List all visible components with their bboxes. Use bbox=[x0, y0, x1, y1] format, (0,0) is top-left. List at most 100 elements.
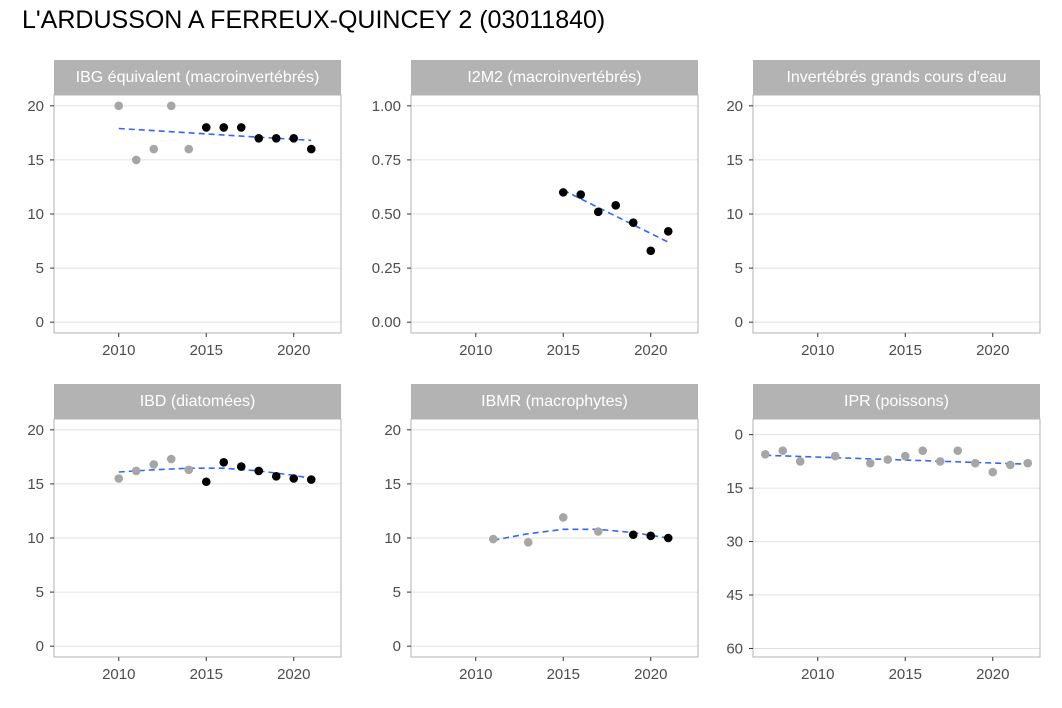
facet-strip bbox=[411, 60, 698, 95]
data-point-recent bbox=[306, 475, 316, 484]
y-tick-label: 0 bbox=[735, 314, 743, 331]
y-tick-label: 5 bbox=[36, 584, 44, 601]
y-tick-label: 5 bbox=[36, 260, 44, 277]
y-tick-label: 60 bbox=[726, 640, 743, 657]
data-point-recent bbox=[289, 133, 299, 143]
data-point-earlier bbox=[114, 474, 124, 483]
data-point-recent bbox=[663, 533, 673, 543]
data-point-earlier bbox=[988, 467, 998, 477]
x-tick-label: 2010 bbox=[801, 666, 834, 683]
data-point-recent bbox=[611, 201, 621, 210]
data-point-earlier bbox=[1005, 460, 1015, 470]
data-point-recent bbox=[236, 462, 246, 471]
y-tick-label: 20 bbox=[384, 422, 401, 439]
y-tick-label: 0.00 bbox=[372, 314, 401, 331]
facet-title: I2M2 (macroinvertébrés) bbox=[467, 69, 641, 86]
data-point-recent bbox=[628, 530, 638, 540]
data-point-earlier bbox=[778, 446, 788, 456]
data-point-recent bbox=[558, 188, 568, 197]
y-tick-label: 10 bbox=[726, 206, 743, 223]
y-tick-label: 0 bbox=[735, 427, 743, 444]
data-point-earlier bbox=[523, 538, 533, 547]
y-tick-label: 20 bbox=[27, 422, 44, 439]
data-point-earlier bbox=[970, 458, 980, 468]
x-tick-label: 2010 bbox=[459, 342, 492, 359]
y-tick-label: 20 bbox=[726, 98, 743, 115]
y-tick-label: 0.25 bbox=[372, 260, 401, 277]
data-point-earlier bbox=[149, 144, 159, 154]
x-tick-label: 2015 bbox=[547, 666, 580, 683]
data-point-recent bbox=[201, 477, 211, 487]
facet-panel: IBD (diatomées) 0 5 10 15 20 2010 2015 2020 bbox=[27, 384, 342, 683]
y-tick-label: 5 bbox=[735, 260, 743, 277]
data-point-earlier bbox=[131, 155, 141, 165]
facet-title: Invertébrés grands cours d'eau bbox=[786, 69, 1006, 86]
facet-title: IPR (poissons) bbox=[844, 393, 949, 410]
data-point-earlier bbox=[131, 466, 141, 476]
data-point-recent bbox=[628, 218, 638, 227]
facet-strip bbox=[54, 384, 341, 419]
x-tick-label: 2015 bbox=[889, 342, 922, 359]
data-point-recent bbox=[646, 246, 656, 256]
y-tick-label: 0 bbox=[36, 638, 44, 655]
x-tick-label: 2020 bbox=[976, 342, 1009, 359]
x-tick-label: 2020 bbox=[277, 342, 310, 359]
x-tick-label: 2015 bbox=[190, 666, 223, 683]
y-tick-label: 0.50 bbox=[372, 206, 401, 223]
panel-border bbox=[752, 418, 1041, 658]
data-point-earlier bbox=[953, 446, 963, 456]
data-point-earlier bbox=[1023, 458, 1033, 468]
data-point-recent bbox=[254, 133, 264, 143]
facet-strip bbox=[753, 60, 1040, 95]
data-point-recent bbox=[271, 133, 281, 143]
facet-panel: Invertébrés grands cours d'eau0510152020… bbox=[726, 60, 1041, 359]
data-point-recent bbox=[306, 144, 316, 154]
data-point-recent bbox=[219, 123, 229, 132]
trend-line bbox=[765, 454, 1028, 465]
x-tick-label: 2010 bbox=[102, 666, 135, 683]
y-tick-label: 10 bbox=[27, 530, 44, 547]
x-tick-label: 2010 bbox=[102, 342, 135, 359]
data-point-earlier bbox=[166, 101, 176, 111]
y-tick-label: 10 bbox=[384, 530, 401, 547]
data-point-recent bbox=[646, 531, 656, 541]
data-point-recent bbox=[201, 123, 211, 132]
data-point-recent bbox=[219, 457, 229, 467]
facet-title: IBG équivalent (macroinvertébrés) bbox=[76, 69, 320, 86]
x-tick-label: 2020 bbox=[634, 342, 667, 359]
data-point-earlier bbox=[558, 513, 568, 522]
trend-line bbox=[118, 467, 312, 480]
facet-panel: IBG équivalent (macroinvertébrés) 0 5 10 15 2… bbox=[27, 60, 342, 359]
data-point-earlier bbox=[166, 454, 176, 464]
data-point-earlier bbox=[883, 455, 893, 464]
y-tick-label: 30 bbox=[726, 534, 743, 551]
x-tick-label: 2020 bbox=[277, 666, 310, 683]
data-point-earlier bbox=[918, 446, 928, 456]
data-point-earlier bbox=[488, 534, 498, 544]
x-tick-label: 2015 bbox=[190, 342, 223, 359]
facet-strip bbox=[753, 384, 1040, 419]
x-tick-label: 2020 bbox=[634, 666, 667, 683]
y-tick-label: 0.75 bbox=[372, 152, 401, 169]
y-tick-label: 15 bbox=[726, 152, 743, 169]
y-tick-label: 10 bbox=[27, 206, 44, 223]
x-tick-label: 2015 bbox=[889, 666, 922, 683]
data-point-earlier bbox=[935, 457, 945, 466]
facet-strip bbox=[54, 60, 341, 95]
data-point-recent bbox=[289, 474, 299, 483]
data-point-earlier bbox=[114, 101, 124, 111]
x-tick-label: 2015 bbox=[547, 342, 580, 359]
trend-line bbox=[493, 528, 669, 541]
data-point-recent bbox=[271, 472, 281, 481]
y-tick-label: 15 bbox=[726, 480, 743, 497]
y-tick-label: 15 bbox=[27, 152, 44, 169]
data-point-earlier bbox=[865, 458, 875, 468]
y-tick-label: 0 bbox=[393, 638, 401, 655]
y-tick-label: 0 bbox=[36, 314, 44, 331]
data-point-recent bbox=[236, 123, 246, 132]
data-point-earlier bbox=[760, 449, 770, 459]
data-point-recent bbox=[663, 227, 673, 236]
y-tick-label: 20 bbox=[27, 98, 44, 115]
facet-title: IBD (diatomées) bbox=[140, 393, 256, 410]
